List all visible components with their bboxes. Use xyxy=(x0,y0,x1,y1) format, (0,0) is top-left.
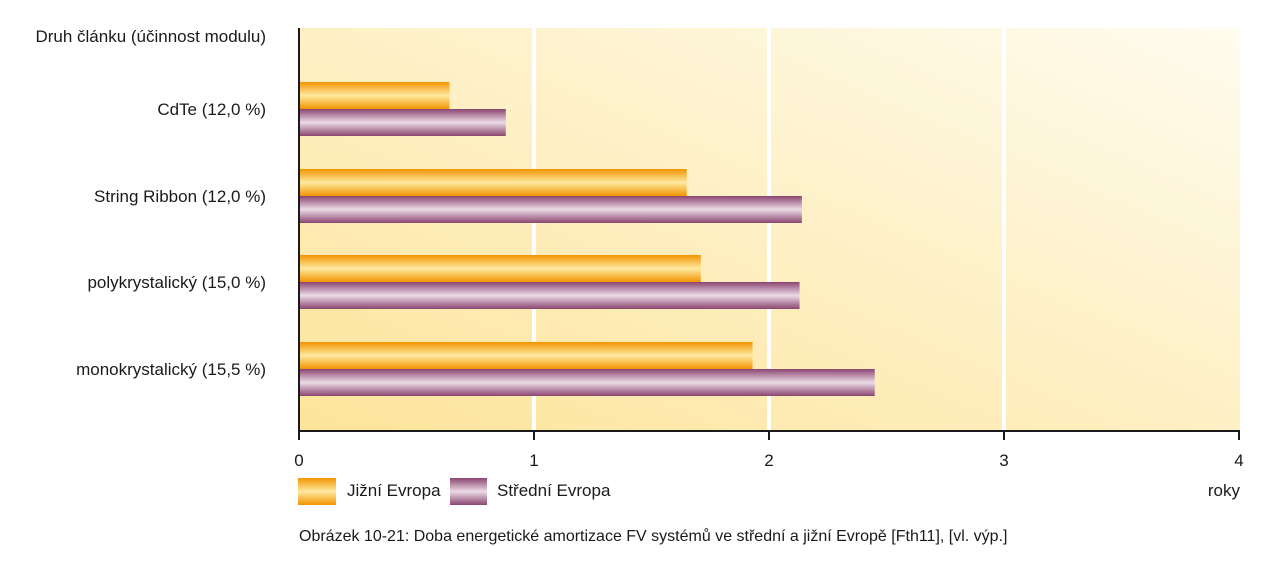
category-label: monokrystalický (15,5 %) xyxy=(76,360,266,379)
legend-swatch-central xyxy=(450,478,487,505)
x-tick-label: 0 xyxy=(294,451,303,470)
x-tick-label: 1 xyxy=(529,451,538,470)
figure-caption: Obrázek 10-21: Doba energetické amortiza… xyxy=(299,527,1007,545)
legend-label-south: Jižní Evropa xyxy=(347,481,441,500)
bar-central xyxy=(299,282,800,309)
legend-swatch-south xyxy=(298,478,336,505)
bar-central xyxy=(299,369,875,396)
bar-south xyxy=(299,255,701,282)
bar-central xyxy=(299,196,802,223)
x-axis-label: roky xyxy=(1208,481,1241,500)
y-axis-label: Druh článku (účinnost modulu) xyxy=(35,27,266,46)
category-label: CdTe (12,0 %) xyxy=(157,100,266,119)
bar-south xyxy=(299,169,687,196)
x-tick-label: 2 xyxy=(764,451,773,470)
bar-south xyxy=(299,82,450,109)
bar-central xyxy=(299,109,506,136)
bar-south xyxy=(299,342,753,369)
category-label: polykrystalický (15,0 %) xyxy=(87,273,266,292)
legend-label-central: Střední Evropa xyxy=(497,481,611,500)
x-tick-label: 3 xyxy=(999,451,1008,470)
x-tick-label: 4 xyxy=(1234,451,1243,470)
category-label: String Ribbon (12,0 %) xyxy=(94,187,266,206)
